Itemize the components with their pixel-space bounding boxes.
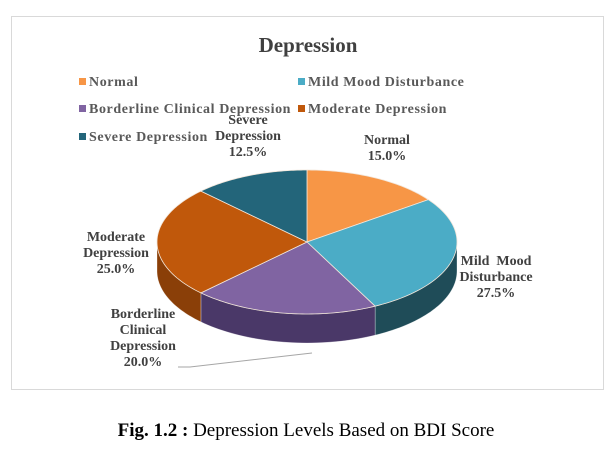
legend-swatch-normal: [79, 78, 86, 85]
legend-swatch-mild-mood-disturbance: [298, 78, 305, 85]
data-label-line: Moderate: [87, 230, 145, 245]
legend-swatch-borderline-clinical-depression: [79, 105, 86, 112]
data-label-line: Depression: [83, 246, 149, 261]
chart-title: Depression: [259, 33, 358, 57]
legend-entry-severe-depression: Severe Depression: [89, 130, 208, 145]
pie-slice-borderline-clinical-depression: [199, 241, 376, 315]
chart-frame: Depression Normal Mild Mood Disturbance Bo…: [11, 16, 604, 390]
caption-prefix: Fig. 1.2 :: [117, 420, 189, 441]
leader-lines: [178, 352, 313, 368]
data-label-line: Depression: [110, 339, 176, 354]
legend: Normal Mild Mood Disturbance Borderline Cl…: [79, 75, 465, 145]
legend-entry-normal: Normal: [89, 75, 138, 90]
pie-slice-mild-mood-disturbance: [306, 199, 458, 307]
legend-swatch-moderate-depression: [298, 105, 305, 112]
data-label-line: Borderline: [111, 307, 176, 322]
data-label-line: 27.5%: [477, 286, 516, 301]
data-label-line: 12.5%: [229, 145, 268, 160]
figure-caption: Fig. 1.2 : Depression Levels Based on BD…: [0, 420, 612, 442]
legend-entry-mild-mood-disturbance: Mild Mood Disturbance: [308, 75, 465, 90]
data-label-line: Clinical: [120, 323, 167, 338]
pie-slice-severe-depression: [199, 169, 308, 243]
data-label-line: Severe: [228, 113, 267, 128]
caption-text: Depression Levels Based on BDI Score: [188, 420, 495, 441]
pie-slice-moderate-depression: [156, 190, 308, 294]
data-label-line: 25.0%: [97, 262, 136, 277]
data-label-line: 20.0%: [124, 355, 163, 370]
pie-slice-normal: [306, 169, 430, 243]
data-label-line: Depression: [215, 129, 281, 144]
data-label-line: 15.0%: [368, 149, 407, 164]
pie-chart: Depression Normal Mild Mood Disturbance Bo…: [79, 33, 533, 370]
legend-swatch-severe-depression: [79, 133, 86, 140]
data-label-line: Mild Mood: [461, 254, 532, 269]
legend-entry-moderate-depression: Moderate Depression: [308, 102, 447, 117]
legend-entry-borderline-clinical-depression: Borderline Clinical Depression: [89, 102, 291, 117]
pie-slices: [156, 169, 458, 315]
leader-line-borderline: [178, 352, 313, 368]
data-label-line: Normal: [364, 133, 410, 148]
data-label-line: Disturbance: [459, 270, 532, 285]
